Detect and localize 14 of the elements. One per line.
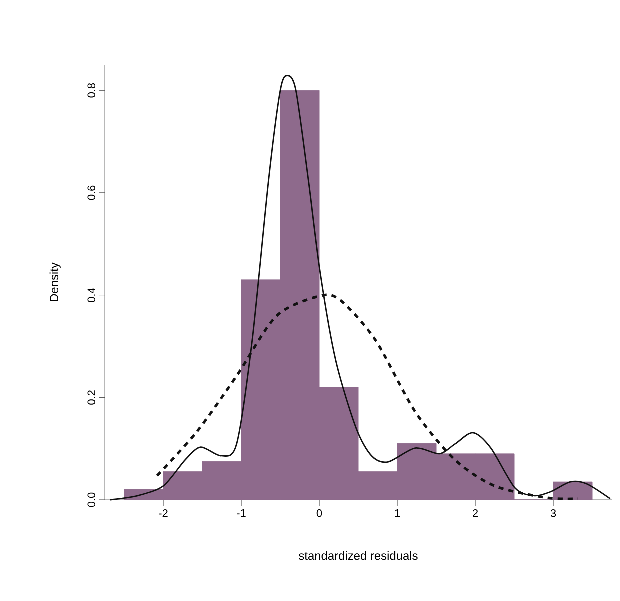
x-tick-label: -1 bbox=[237, 510, 246, 518]
x-tick-label: 0 bbox=[316, 510, 322, 518]
x-tick-label: 2 bbox=[473, 510, 478, 518]
x-tick-label: 3 bbox=[550, 510, 556, 518]
x-tick-label: -2 bbox=[159, 510, 168, 518]
x-tick-label: 1 bbox=[395, 510, 400, 518]
y-tick-label: 0.4 bbox=[88, 288, 96, 302]
y-tick-label: 0.6 bbox=[88, 186, 96, 200]
y-tick-label: 0.8 bbox=[88, 83, 96, 98]
x-axis-title: standardized residuals bbox=[299, 551, 418, 560]
line-series bbox=[110, 75, 612, 501]
y-tick-label: 0.2 bbox=[88, 390, 96, 405]
y-axis-title: Density bbox=[50, 262, 61, 302]
y-tick-label: 0.0 bbox=[88, 492, 96, 508]
